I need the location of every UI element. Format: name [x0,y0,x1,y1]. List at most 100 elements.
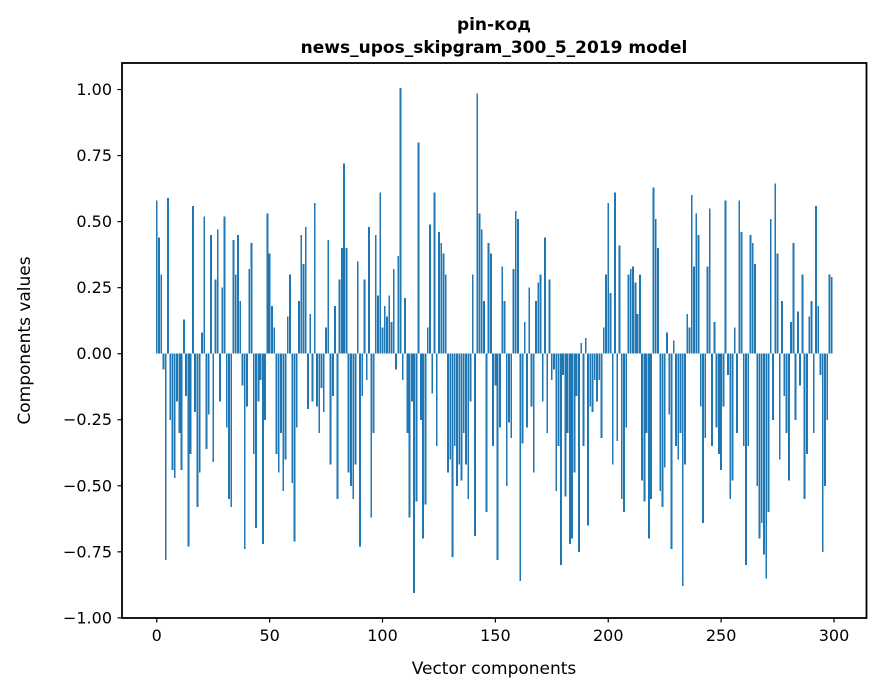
bar [291,353,294,484]
bar [772,353,774,420]
bar [429,224,431,354]
bar [550,353,553,381]
bar [632,266,634,354]
bar [690,195,693,354]
bar [345,248,348,354]
bar [505,353,508,486]
bar [478,213,481,354]
chart-title: pin-код [457,15,531,35]
bar [708,208,711,354]
bar [374,234,377,354]
bar [546,353,549,433]
bar [268,253,271,354]
bar [598,353,601,381]
bar [216,229,219,354]
bar [498,353,501,428]
y-tick-label: −0.50 [63,476,112,495]
bar [390,322,393,354]
bar [573,353,576,473]
bar [397,255,400,354]
bar [623,353,625,513]
bar [580,343,583,354]
bar [422,353,425,539]
bar [591,353,594,412]
bar [252,353,255,455]
bar [636,314,639,354]
bar [228,353,230,499]
bar [201,332,203,354]
bar [264,353,267,420]
bar [663,353,666,468]
bar [318,353,321,433]
bar [702,353,704,523]
bar [794,353,797,420]
plot-area-spines [121,62,868,619]
bar [395,353,397,370]
bar [406,353,409,433]
bar [255,353,257,529]
bar [223,216,226,354]
bar [401,353,404,381]
bar [352,353,355,499]
bar [243,353,246,550]
bar [763,353,765,555]
bar [657,248,659,354]
bar [356,261,359,354]
bar [359,353,361,547]
bar [726,353,729,375]
bar [239,300,242,354]
bar [587,353,589,526]
bar [781,300,783,354]
bar [444,274,447,354]
bar [176,353,178,402]
bar [372,353,375,433]
bar [304,226,307,354]
bar [221,287,224,354]
bar [661,353,664,507]
bar [760,353,763,523]
bar [740,232,743,354]
bar [704,353,707,439]
bar [602,327,605,354]
bar [415,353,418,502]
bar [203,216,206,354]
bar [476,93,479,354]
bar [469,353,472,402]
bar [370,353,373,518]
bar [776,253,779,354]
bar [207,353,210,415]
bar [447,353,449,473]
x-tick-label: 0 [152,626,162,645]
bar [331,353,334,396]
bar [350,353,352,486]
bar [778,353,781,460]
bar [270,306,273,354]
bar [532,353,535,473]
bar [607,203,610,354]
bar [368,226,370,354]
bar [699,353,702,407]
bar [815,205,817,354]
bar [456,353,458,486]
bar [460,353,463,481]
bar [686,314,689,354]
bar [688,327,691,354]
bar [769,218,772,354]
bar [167,197,169,354]
bar [555,353,558,492]
chart-subtitle: news_upos_skipgram_300_5_2019 model [301,38,688,58]
bar [307,353,309,410]
bar [302,263,305,354]
bar [731,353,734,481]
bar [438,232,440,354]
bar [413,353,416,593]
bar [205,353,208,449]
bar [711,353,713,447]
bar [489,253,492,354]
bars-group [155,88,833,593]
bar [578,353,580,552]
bar [458,353,461,465]
bar [386,316,388,354]
bar [670,353,673,550]
